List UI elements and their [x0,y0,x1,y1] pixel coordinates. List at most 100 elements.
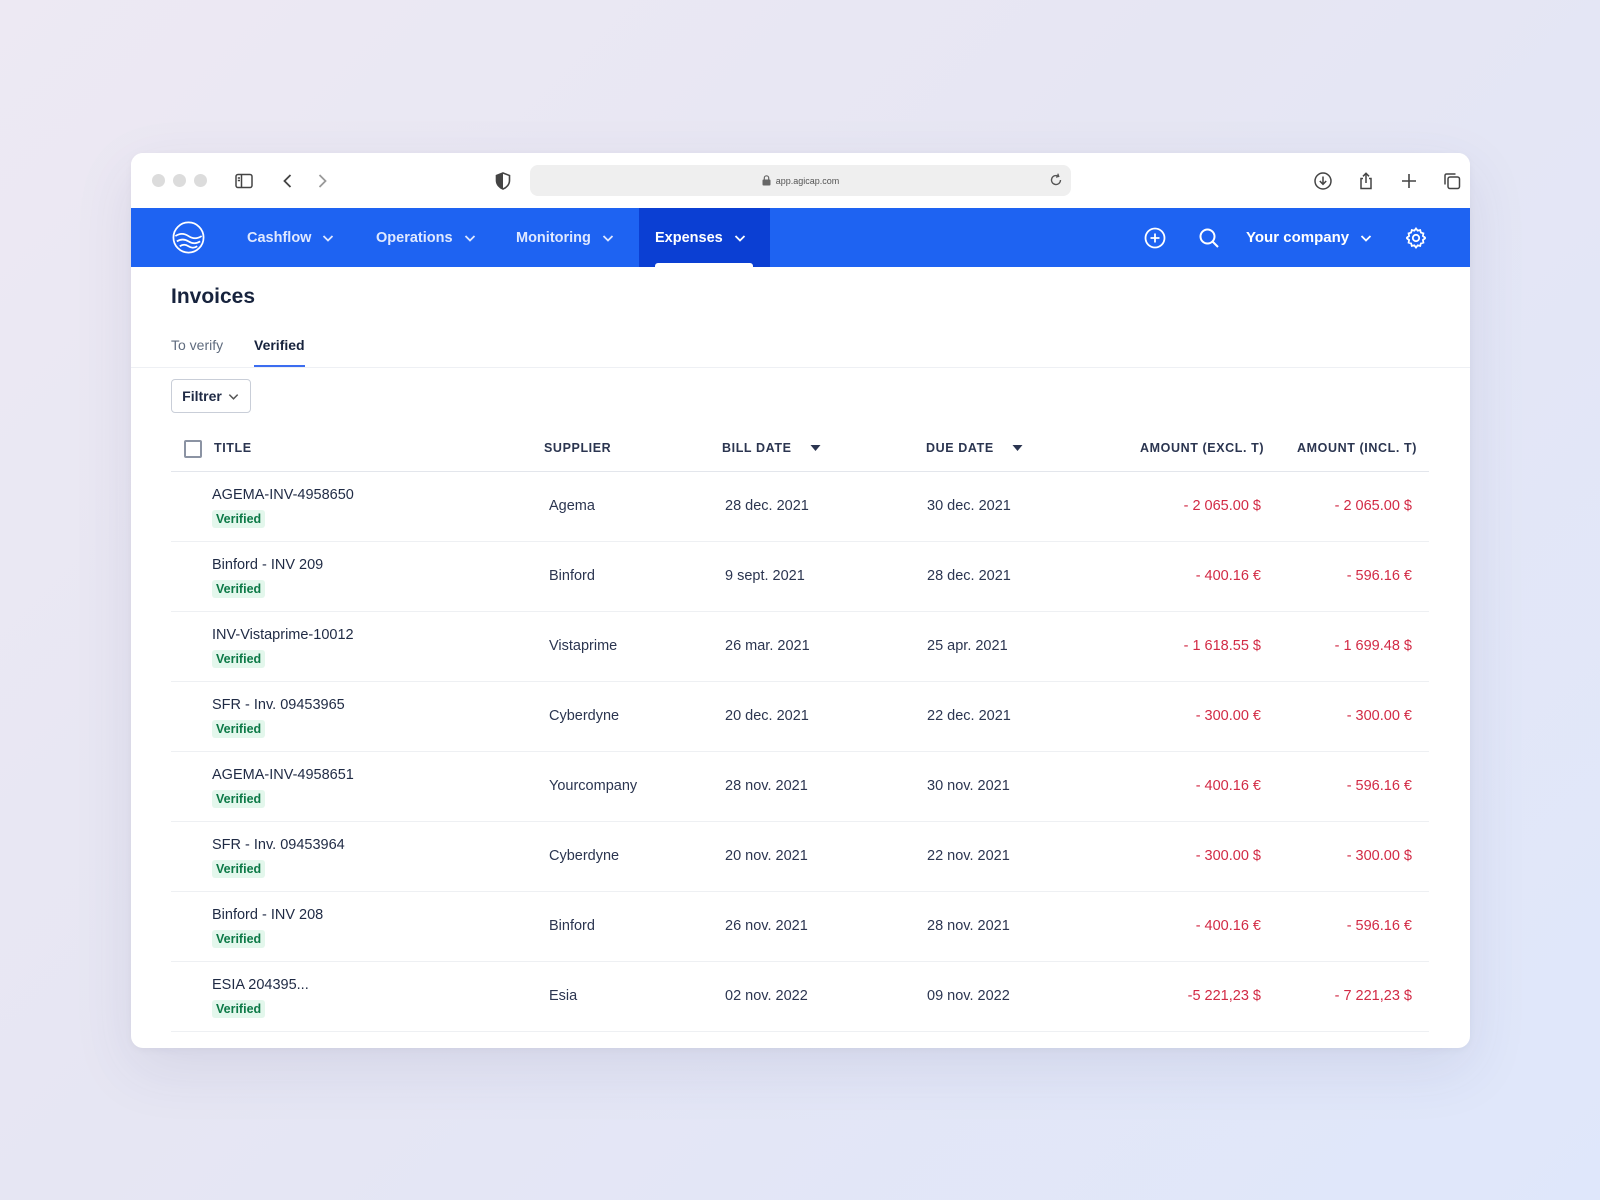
column-header-due-date[interactable]: DUE DATE [926,441,1023,455]
select-all-checkbox[interactable] [184,440,202,458]
company-switcher[interactable]: Your company [1246,208,1373,267]
bill-date-cell: 20 dec. 2021 [725,708,809,724]
amount-excl-cell: - 2 065.00 $ [1183,498,1261,514]
company-label: Your company [1246,229,1350,246]
amount-incl-cell: - 2 065.00 $ [1334,498,1412,514]
share-icon[interactable] [1354,169,1378,193]
invoice-title[interactable]: AGEMA-INV-4958650 [212,487,354,503]
table-row[interactable]: AGEMA-INV-4958651 Verified Yourcompany 2… [171,752,1429,822]
bill-date-cell: 9 sept. 2021 [725,568,805,584]
tabs-divider [131,367,1470,368]
logo-icon[interactable] [171,220,206,255]
supplier-cell: Agema [549,498,595,514]
invoice-title[interactable]: SFR - Inv. 09453964 [212,837,345,853]
bill-date-cell: 28 nov. 2021 [725,778,808,794]
nav-item-operations[interactable]: Operations [376,208,477,267]
supplier-cell: Cyberdyne [549,848,620,864]
status-badge: Verified [212,860,266,878]
new-tab-icon[interactable] [1397,169,1421,193]
due-date-cell: 30 dec. 2021 [927,498,1011,514]
nav-item-monitoring[interactable]: Monitoring [516,208,615,267]
app-navbar: Cashflow Operations Monitoring Expenses … [131,208,1470,267]
nav-item-label: Cashflow [247,229,312,246]
filter-label: Filtrer [182,388,222,404]
chevron-down-icon [323,234,334,242]
due-date-cell: 28 dec. 2021 [927,568,1011,584]
table-row[interactable]: INV-Vistaprime-10012 Verified Vistaprime… [171,612,1429,682]
amount-excl-cell: - 400.16 € [1195,568,1261,584]
table-row[interactable]: Binford - INV 208 Verified Binford 26 no… [171,892,1429,962]
tabs-icon[interactable] [1440,169,1464,193]
invoices-table: TITLE SUPPLIER BILL DATE DUE DATE AMOUNT… [171,427,1429,1032]
column-header-bill-date[interactable]: BILL DATE [722,441,821,455]
table-row[interactable]: SFR - Inv. 09453964 Verified Cyberdyne 2… [171,822,1429,892]
status-badge: Verified [212,650,266,668]
sort-down-icon[interactable] [810,444,821,452]
window-minimize-button[interactable] [173,174,186,187]
invoice-title[interactable]: Binford - INV 209 [212,557,324,573]
forward-icon[interactable] [310,169,334,193]
nav-item-expenses[interactable]: Expenses [639,208,770,267]
invoice-title[interactable]: Binford - INV 208 [212,907,324,923]
amount-excl-cell: - 1 618.55 $ [1183,638,1261,654]
browser-window: app.agicap.com Cashflow Operations [131,153,1470,1048]
supplier-cell: Cyberdyne [549,708,620,724]
nav-item-label: Monitoring [516,229,591,246]
browser-toolbar: app.agicap.com [131,153,1470,208]
active-tab-indicator [254,365,305,367]
amount-excl-cell: - 300.00 € [1195,708,1261,724]
sidebar-toggle-icon[interactable] [232,169,256,193]
search-icon [1199,228,1219,248]
nav-item-cashflow[interactable]: Cashflow [247,208,335,267]
add-circle-icon [1144,227,1166,248]
window-zoom-button[interactable] [194,174,207,187]
window-close-button[interactable] [152,174,165,187]
supplier-cell: Binford [549,918,595,934]
page-title: Invoices [171,285,256,308]
status-badge: Verified [212,510,266,528]
gear-icon [1406,226,1426,249]
due-date-cell: 30 nov. 2021 [927,778,1010,794]
status-badge: Verified [212,1000,266,1018]
due-date-cell: 09 nov. 2022 [927,988,1010,1004]
address-bar[interactable]: app.agicap.com [530,165,1071,196]
settings-button[interactable] [1404,208,1428,267]
search-button[interactable] [1197,208,1221,267]
table-row[interactable]: AGEMA-INV-4958650 Verified Agema 28 dec.… [171,472,1429,542]
status-badge: Verified [212,720,266,738]
add-button[interactable] [1143,208,1167,267]
bill-date-cell: 26 nov. 2021 [725,918,808,934]
amount-excl-cell: - 400.16 € [1195,778,1261,794]
status-badge: Verified [212,790,266,808]
amount-incl-cell: - 596.16 € [1346,568,1412,584]
table-row[interactable]: SFR - Inv. 09453965 Verified Cyberdyne 2… [171,682,1429,752]
tab-verified[interactable]: Verified [254,337,305,353]
lock-icon [762,175,771,186]
reload-icon[interactable] [1047,171,1065,189]
table-row[interactable]: Binford - INV 209 Verified Binford 9 sep… [171,542,1429,612]
table-body: AGEMA-INV-4958650 Verified Agema 28 dec.… [171,472,1429,1032]
download-icon[interactable] [1311,169,1335,193]
due-date-cell: 22 dec. 2021 [927,708,1011,724]
status-badge: Verified [212,580,266,598]
amount-incl-cell: - 596.16 € [1346,918,1412,934]
bill-date-cell: 20 nov. 2021 [725,848,808,864]
supplier-cell: Esia [549,988,578,1004]
tab-to-verify[interactable]: To verify [171,337,224,353]
invoice-title[interactable]: SFR - Inv. 09453965 [212,697,345,713]
filter-dropdown[interactable]: Filtrer [171,379,251,413]
bill-date-cell: 02 nov. 2022 [725,988,808,1004]
table-row[interactable]: ESIA 204395... Verified Esia 02 nov. 202… [171,962,1429,1032]
amount-incl-cell: - 596.16 € [1346,778,1412,794]
invoice-title[interactable]: AGEMA-INV-4958651 [212,767,354,783]
sort-down-icon[interactable] [1012,444,1023,452]
invoice-title[interactable]: ESIA 204395... [212,977,309,993]
bill-date-cell: 26 mar. 2021 [725,638,810,654]
back-icon[interactable] [276,169,300,193]
due-date-cell: 22 nov. 2021 [927,848,1010,864]
amount-incl-cell: - 300.00 $ [1346,848,1412,864]
nav-item-label: Operations [376,229,453,246]
shield-icon[interactable] [491,169,515,193]
column-header-supplier: SUPPLIER [544,441,612,455]
invoice-title[interactable]: INV-Vistaprime-10012 [212,627,354,643]
